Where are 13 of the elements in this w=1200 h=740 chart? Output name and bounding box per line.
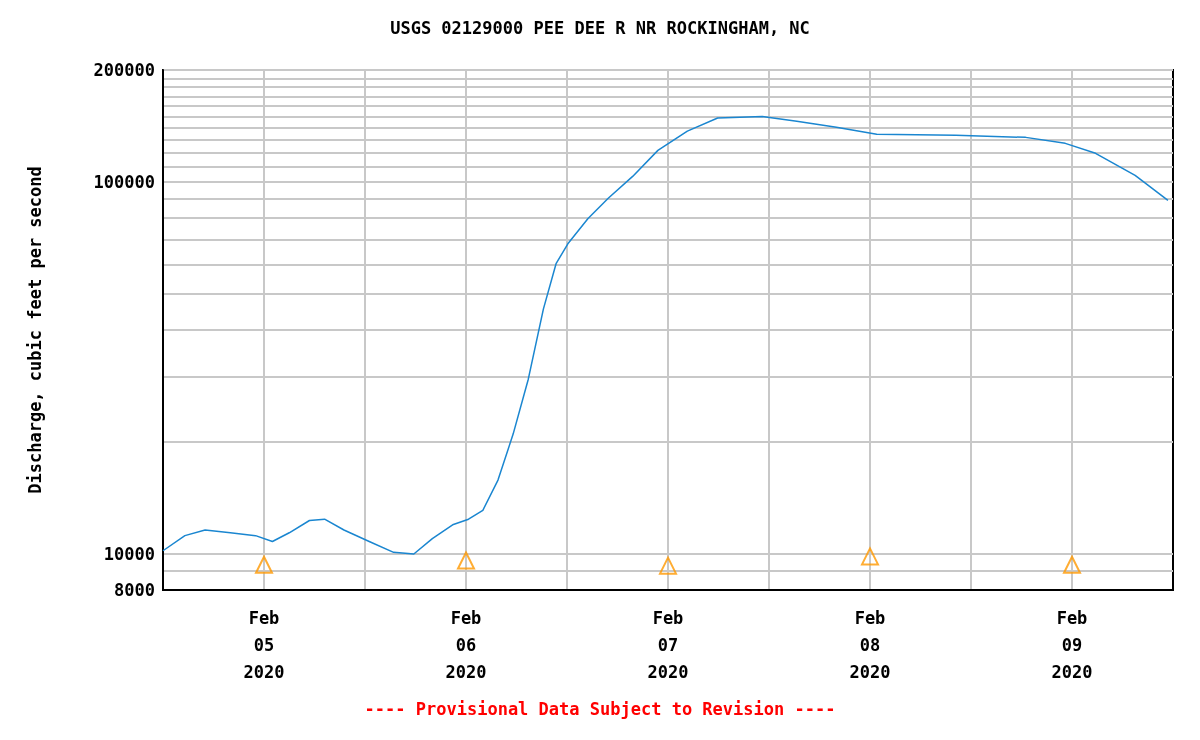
y-axis-title: Discharge, cubic feet per second xyxy=(24,166,45,494)
chart-title: USGS 02129000 PEE DEE R NR ROCKINGHAM, NC xyxy=(390,17,810,38)
x-tick-label: Feb 05 2020 xyxy=(243,607,285,682)
y-tick-label: 100000 xyxy=(93,171,155,192)
x-tick-label: Feb 06 2020 xyxy=(445,607,487,682)
y-tick-label: 200000 xyxy=(93,60,155,80)
y-tick-label: 8000 xyxy=(114,580,155,600)
x-tick-label: Feb 09 2020 xyxy=(1051,607,1093,682)
x-tick-label: Feb 08 2020 xyxy=(849,607,891,682)
x-tick-label: Feb 07 2020 xyxy=(647,607,689,682)
y-tick-label: 10000 xyxy=(103,543,155,564)
line-series xyxy=(162,115,1169,555)
text: ---- Provisional Data Subject to Revision ---- xyxy=(364,698,836,719)
